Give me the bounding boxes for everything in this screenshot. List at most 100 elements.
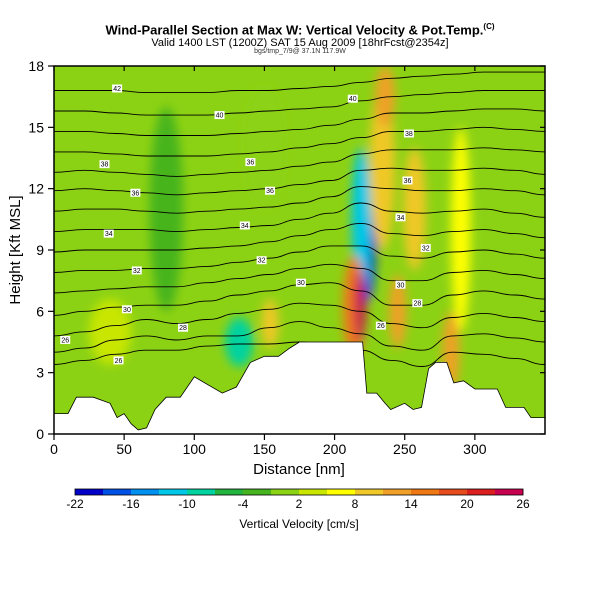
contour-label: 32 [422,245,430,252]
contour-label-bg [121,305,132,314]
theta-contour [54,186,545,214]
contour-label-bg [131,266,142,275]
x-tick-label: 250 [393,441,417,457]
colorbar-swatch [131,489,160,495]
contour-label-bg [256,256,267,265]
credit-line: bgs/tmp_7/9@ 37.1N 117.9W [254,48,346,55]
colorbar: -22 -16 -10 -4 2 8 14 20 26 [66,488,530,511]
contour-label-bg [245,158,256,167]
contour-label: 28 [413,301,421,308]
terrain-mask [54,341,545,434]
contour-label: 36 [131,190,139,197]
y-tick-label: 6 [36,303,44,319]
x-tick-label: 50 [116,441,132,457]
contour-label: 40 [216,113,224,120]
contour-label: 34 [241,223,249,230]
colorbar-tick-label: 2 [296,497,303,511]
velocity-anomaly [243,86,286,210]
contour-label: 30 [297,280,305,287]
colorbar-label: Vertical Velocity [cm/s] [239,517,358,531]
theta-contour [54,71,545,94]
x-tick-label: 150 [253,441,277,457]
colorbar-swatch [215,489,244,495]
contour-label: 26 [61,337,69,344]
y-axis: 0 36 9 12 15 18 [28,58,545,442]
y-tick-label: 15 [28,119,44,135]
theta-contour [54,263,545,294]
contour-label: 28 [179,325,187,332]
plot-area: 42 40 40 38 36 38 36 36 36 34 34 34 32 32 32 30 30 30 28 28… [54,66,545,434]
contour-label-bg [395,280,406,289]
y-tick-label: 0 [36,426,44,442]
theta-contour [54,302,545,337]
colorbar-tick-label: 14 [404,497,418,511]
colorbar-frame [74,488,524,496]
contour-label: 40 [349,96,357,103]
contour-label: 30 [123,307,131,314]
y-axis-label: Height [Kft MSL] [7,195,24,304]
contour-label-bg [295,278,306,287]
contour-label-bg [403,129,414,138]
contour-label-bg [375,321,386,330]
colorbar-swatch [495,489,524,495]
x-axis: 0 50 100 150 200 250 300 [50,66,487,457]
valid-time-text: Valid 1400 LST (1200Z) SAT 15 Aug 2009 [151,37,356,49]
contour-label-bg [412,299,423,308]
contour-label: 34 [397,215,405,222]
terrain [54,341,545,434]
colorbar-tick-label: -22 [66,497,84,511]
contour-label: 30 [397,282,405,289]
contour-label-bg [347,94,358,103]
contour-label: 36 [404,178,412,185]
x-axis-label: Distance [nm] [253,461,345,478]
velocity-anomaly [225,317,254,367]
colorbar-tick-label: -16 [122,497,140,511]
contour-label: 36 [247,160,255,167]
contour-label-bg [178,323,189,332]
theta-contour [54,222,545,253]
contour-label-bg [112,84,123,93]
theta-contour [54,321,545,353]
colorbar-swatch [383,489,412,495]
colorbar-swatch [75,489,104,495]
colorbar-tick-label: -10 [178,497,196,511]
theta-contour [54,108,545,136]
colorbar-swatch [299,489,328,495]
velocity-anomalies [89,66,471,394]
colorbar-tick-label: 26 [516,497,530,511]
x-tick-label: 100 [183,441,207,457]
contour-label-bg [113,356,124,365]
colorbar-swatch [243,489,272,495]
colorbar-swatch [159,489,188,495]
colorbar-swatch [439,489,468,495]
contour-label-bg [103,229,114,238]
chart-title: Wind-Parallel Section at Max W: Vertical… [0,22,600,37]
x-tick-label: 300 [463,441,487,457]
y-tick-label: 18 [28,58,44,74]
colorbar-swatch [327,489,356,495]
contour-label-bg [60,335,71,344]
theta-contour [54,90,545,116]
velocity-anomaly [351,147,372,291]
theta-contour [54,202,545,233]
contour-label-bg [402,176,413,185]
colorbar-swatch [103,489,132,495]
contour-label-bg [420,243,431,252]
velocity-anomaly [389,274,407,349]
contour-label: 32 [133,268,141,275]
colorbar-swatch [187,489,216,495]
contour-label: 26 [115,358,123,365]
velocity-anomaly [261,299,279,349]
velocity-anomaly [89,299,132,365]
contour-label-bg [99,160,110,169]
colorbar-tick-label: 20 [460,497,474,511]
y-tick-label: 12 [28,181,44,197]
x-tick-label: 200 [323,441,347,457]
y-tick-label: 9 [36,242,44,258]
contour-label: 34 [105,231,113,238]
forecast-tag: [18hrFcst@2354z] [358,37,449,49]
contour-label: 36 [266,188,274,195]
colorbar-tick-label: 8 [352,497,359,511]
contour-label-bg [265,186,276,195]
contour-label: 38 [101,162,109,169]
